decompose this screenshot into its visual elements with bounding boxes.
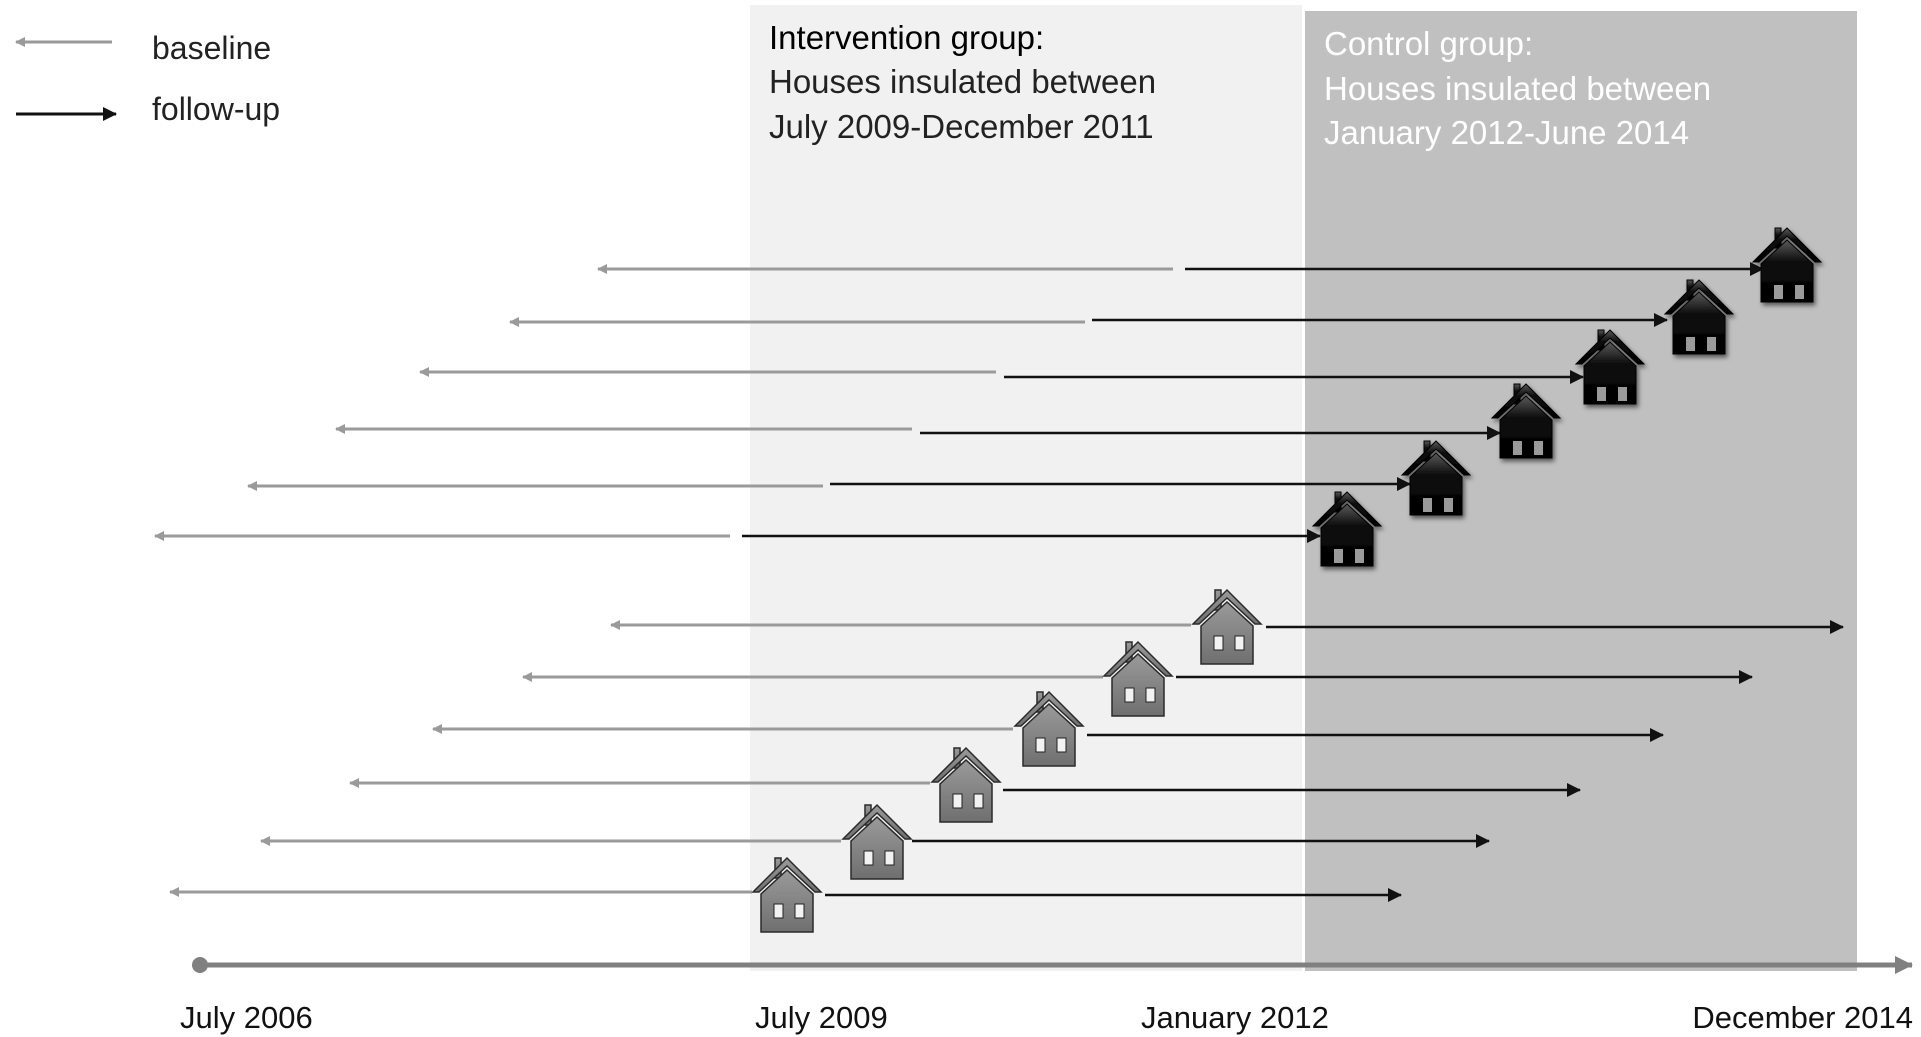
control-group-caption: Control group: Houses insulated between … xyxy=(1324,25,1711,151)
timeline-label-january-2012: January 2012 xyxy=(1141,1000,1329,1035)
timeline-start-dot xyxy=(192,957,208,973)
control-group-line1: Houses insulated between xyxy=(1324,70,1711,107)
intervention-group-title: Intervention group xyxy=(769,19,1035,56)
house-windows xyxy=(773,285,1804,919)
control-group-rows xyxy=(154,227,1822,567)
intervention-group-colon: : xyxy=(1035,19,1044,56)
legend-baseline-label: baseline xyxy=(152,30,271,66)
svg-text:Intervention group:: Intervention group: xyxy=(769,19,1044,56)
legend: baseline follow-up xyxy=(15,30,280,127)
timeline-label-december-2014: December 2014 xyxy=(1692,1000,1913,1035)
intervention-group-line2: July 2009-December 2011 xyxy=(769,108,1154,145)
timeline-axis: July 2006 July 2009 January 2012 Decembe… xyxy=(180,956,1913,1035)
svg-text:Control group:: Control group: xyxy=(1324,25,1533,62)
intervention-period-panel xyxy=(750,5,1302,971)
timeline-label-july-2009: July 2009 xyxy=(755,1000,888,1035)
intervention-group-line1: Houses insulated between xyxy=(769,63,1156,100)
legend-followup-label: follow-up xyxy=(152,91,280,127)
control-group-title: Control group xyxy=(1324,25,1524,62)
timeline-label-july-2006: July 2006 xyxy=(180,1000,313,1035)
control-group-colon: : xyxy=(1524,25,1533,62)
control-group-line2: January 2012-June 2014 xyxy=(1324,114,1689,151)
intervention-group-caption: Intervention group: Houses insulated bet… xyxy=(769,19,1156,145)
control-period-panel xyxy=(1305,11,1857,971)
intervention-group-rows xyxy=(169,589,1844,933)
